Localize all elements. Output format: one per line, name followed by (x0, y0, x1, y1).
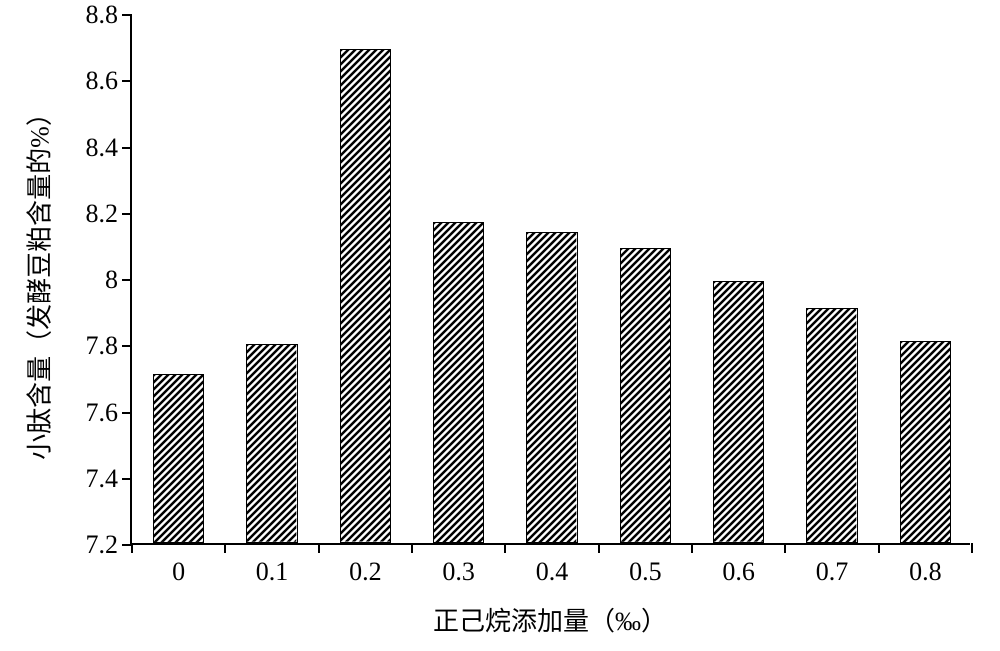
x-tick-label: 0.2 (349, 543, 382, 587)
x-tick (318, 543, 320, 553)
bar (620, 248, 671, 543)
x-axis-title: 正己烷添加量（‰） (433, 601, 667, 638)
x-tick-label: 0.1 (256, 543, 289, 587)
y-tick-label: 8.8 (86, 0, 133, 30)
bar (433, 222, 484, 543)
y-tick-label: 8.2 (86, 199, 133, 229)
x-tick (971, 543, 973, 553)
x-tick-label: 0.5 (629, 543, 662, 587)
x-tick-label: 0.3 (442, 543, 475, 587)
plot-area: 7.27.47.67.888.28.48.68.800.10.20.30.40.… (130, 15, 970, 545)
y-axis-title: 小肽含量（发酵豆粕含量的%） (20, 100, 57, 460)
x-tick (691, 543, 693, 553)
x-tick-label: 0.4 (536, 543, 569, 587)
x-tick-label: 0.7 (816, 543, 849, 587)
chart-container: 7.2 7.4 7.6 7.8 8 8.2 8.4 8.6 8.8 0 0.1 0.2 0.3 0.4 0.… (0, 0, 1000, 651)
x-tick (224, 543, 226, 553)
y-tick-label: 7.4 (86, 464, 133, 494)
x-tick (784, 543, 786, 553)
y-tick-label: 8.6 (86, 66, 133, 96)
bar (900, 341, 951, 543)
x-tick-label: 0.6 (722, 543, 755, 587)
x-tick (504, 543, 506, 553)
x-tick-label: 0 (172, 543, 185, 587)
y-tick-label: 7.8 (86, 331, 133, 361)
y-tick-label: 8.4 (86, 133, 133, 163)
bar (526, 232, 577, 543)
x-tick (598, 543, 600, 553)
bar (713, 281, 764, 543)
bar (340, 49, 391, 543)
y-tick-label: 7.6 (86, 398, 133, 428)
x-tick (878, 543, 880, 553)
x-tick-label: 0.8 (909, 543, 942, 587)
bar (153, 374, 204, 543)
y-tick-label: 8 (105, 265, 132, 295)
x-tick (131, 543, 133, 553)
x-tick (411, 543, 413, 553)
bar (246, 344, 297, 543)
y-tick-label: 7.2 (86, 530, 133, 560)
bar (806, 308, 857, 543)
